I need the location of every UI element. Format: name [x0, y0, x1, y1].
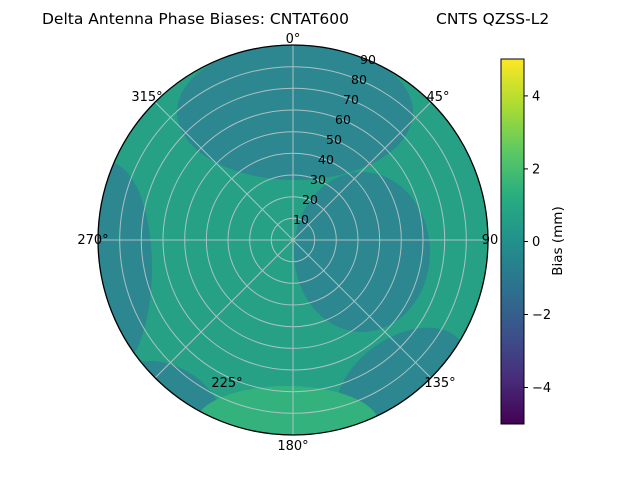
dark-patch-left-edge	[98, 163, 152, 373]
colorbar-tick-n2: −2	[532, 308, 551, 323]
radial-label-10: 10	[293, 212, 309, 227]
polar-outline	[97, 44, 489, 436]
chart-title: Delta Antenna Phase Biases: CNTAT600	[42, 10, 349, 28]
azimuth-label-270: 270°	[77, 233, 108, 248]
radial-label-60: 60	[335, 112, 351, 127]
azimuth-label-45: 45°	[426, 90, 449, 105]
radial-labels: 10 20 30 40 50 60 70 80 90	[293, 52, 376, 227]
radial-label-50: 50	[326, 132, 342, 147]
azimuth-label-180: 180°	[277, 439, 308, 454]
polar-plot-area: 0° 45° 90 135° 180° 225° 270° 315° 10 20…	[77, 32, 498, 454]
radial-label-20: 20	[302, 192, 318, 207]
colorbar-tick-n4: −4	[532, 381, 551, 396]
colorbar-gradient	[501, 59, 524, 424]
polar-grid	[98, 45, 488, 435]
colorbar-ticks	[524, 95, 528, 388]
azimuth-label-225: 225°	[211, 376, 242, 391]
grid-spoke-135-315	[154, 101, 432, 379]
colorbar-tick-4: 4	[532, 90, 540, 105]
radial-label-90: 90	[360, 52, 376, 67]
colorbar-tick-2: 2	[532, 163, 540, 178]
colorbar-tick-labels: 4 2 0 −2 −4	[532, 90, 551, 397]
colorbar-tick-0: 0	[532, 235, 540, 250]
colorbar: 4 2 0 −2 −4 Bias (mm)	[500, 58, 566, 425]
dark-patch-center-right	[294, 172, 430, 332]
radial-label-70: 70	[343, 92, 359, 107]
chart-subtitle: CNTS QZSS-L2	[436, 10, 549, 28]
colorbar-axis-label: Bias (mm)	[550, 206, 566, 275]
radial-label-30: 30	[310, 172, 326, 187]
radial-label-80: 80	[351, 72, 367, 87]
azimuth-label-315: 315°	[131, 90, 162, 105]
azimuth-labels: 0° 45° 90 135° 180° 225° 270° 315°	[77, 32, 498, 454]
azimuth-label-0: 0°	[286, 32, 301, 47]
radial-label-40: 40	[318, 152, 334, 167]
azimuth-label-90: 90	[482, 233, 499, 248]
azimuth-label-135: 135°	[424, 376, 455, 391]
